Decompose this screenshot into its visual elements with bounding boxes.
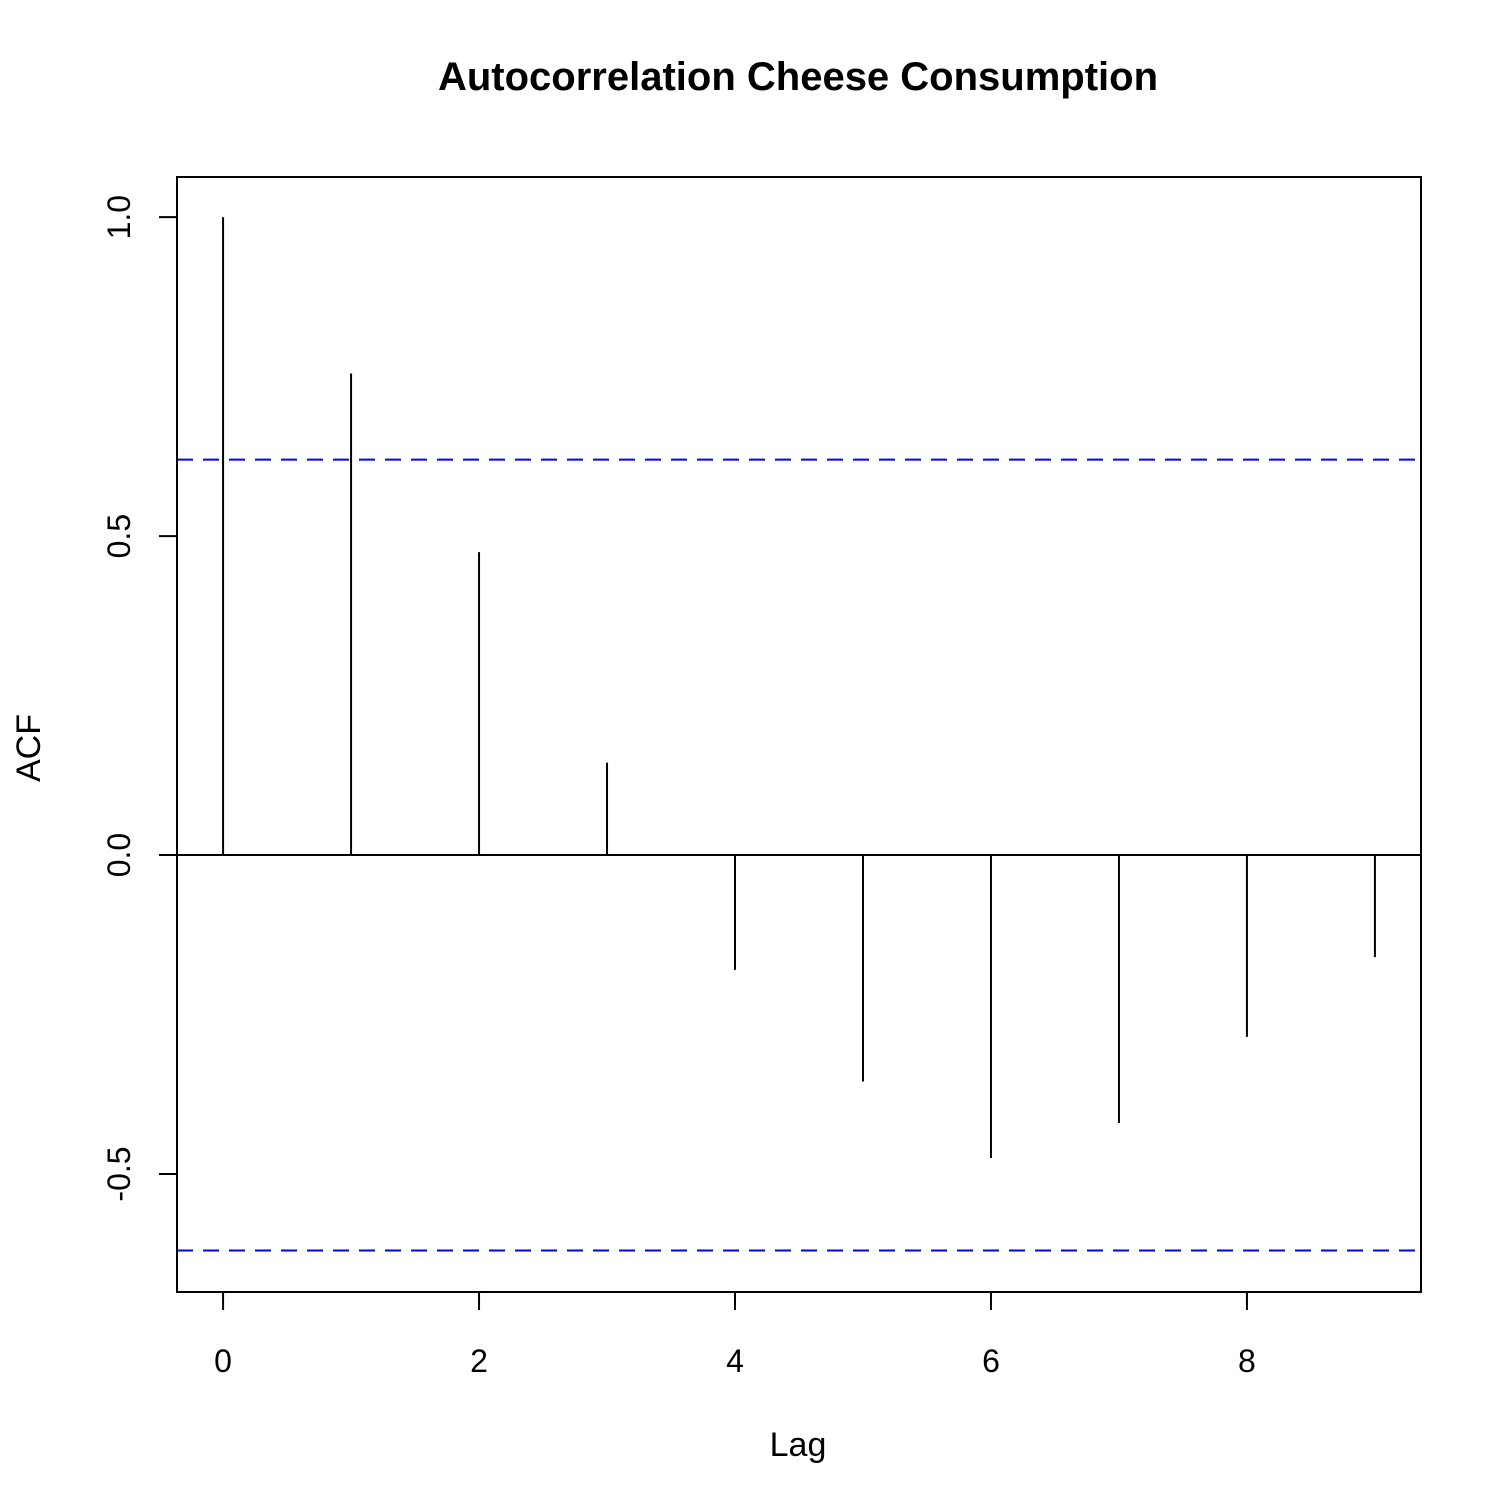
- chart-title: Autocorrelation Cheese Consumption: [438, 55, 1158, 99]
- x-tick-label: 0: [214, 1343, 232, 1379]
- x-tick-label: 4: [726, 1343, 744, 1379]
- y-tick-label: 0.0: [101, 833, 137, 877]
- x-tick-label: 6: [982, 1343, 1000, 1379]
- y-axis-label: ACF: [10, 714, 48, 782]
- plot-frame: [176, 176, 1422, 1293]
- plot-area: [177, 217, 1421, 1252]
- y-tick-label: -0.5: [101, 1146, 137, 1201]
- y-tick-label: 0.5: [101, 514, 137, 558]
- y-tick-label: 1.0: [101, 195, 137, 239]
- axes: 0 2 4 6 8 -0.5 0.0 0.5 1.0: [101, 176, 1422, 1379]
- x-tick-label: 2: [470, 1343, 488, 1379]
- x-tick-label: 8: [1238, 1343, 1256, 1379]
- x-axis-label: Lag: [770, 1426, 827, 1464]
